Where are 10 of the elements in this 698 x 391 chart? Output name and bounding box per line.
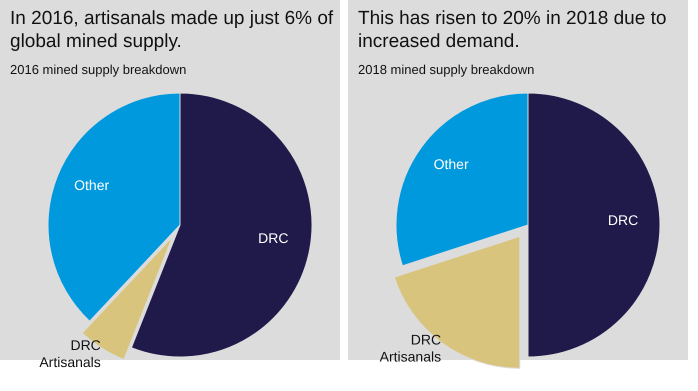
- slice-label: Other: [74, 177, 110, 194]
- chart-title: This has risen to 20% in 2018 due to increased demand.: [358, 8, 666, 52]
- slice-label: DRC: [608, 212, 638, 228]
- slice-label: DRC: [258, 230, 289, 246]
- slice-label: Other: [434, 156, 469, 172]
- slice-label: DRC Artisanals: [39, 336, 101, 370]
- chart-title: In 2016, artisanals made up just 6% of global mined supply.: [10, 8, 334, 52]
- chart-subtitle: 2016 mined supply breakdown: [10, 62, 186, 77]
- chart-subtitle: 2018 mined supply breakdown: [358, 62, 534, 77]
- slice-label: DRC Artisanals: [380, 332, 442, 365]
